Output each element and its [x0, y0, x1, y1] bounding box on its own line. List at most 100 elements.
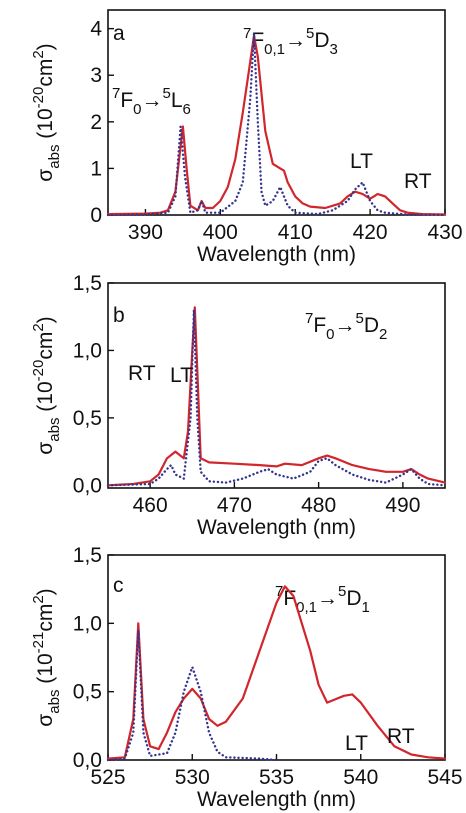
plot-frame — [107, 282, 446, 489]
panel-label: c — [113, 574, 124, 597]
text-segment: D — [314, 29, 329, 52]
y-axis-label: σabs (10-20cm2) — [30, 43, 63, 181]
text-segment: 5 — [306, 25, 314, 42]
transition-annotation: 7F0→5D2 — [305, 310, 387, 343]
transition-annotation: 7F0,1→5D1 — [275, 583, 370, 616]
y-tick-label: 0,5 — [73, 681, 102, 704]
x-axis-label: Wavelength (nm) — [197, 788, 356, 811]
text-segment: -21 — [30, 632, 47, 654]
panel-label: a — [113, 22, 125, 45]
transition-annotation: 7F0,1→5D3 — [243, 25, 338, 58]
x-tick-label: 490 — [385, 494, 420, 517]
series-label: RT — [387, 725, 415, 748]
y-tick-label: 1,5 — [73, 544, 102, 567]
y-axis-label: σabs (10-21cm2) — [30, 588, 63, 726]
text-segment: F — [313, 314, 326, 337]
y-tick-label: 4 — [90, 18, 102, 41]
series-label: LT — [350, 150, 373, 173]
text-segment: cm — [34, 332, 57, 360]
plot-frame — [107, 9, 446, 216]
text-segment: 3 — [330, 41, 338, 58]
y-tick-label: 0 — [90, 204, 102, 227]
y-tick-label: 1 — [90, 157, 102, 180]
text-segment: 0,1 — [264, 41, 285, 58]
text-segment: abs — [46, 690, 63, 714]
text-segment: 7 — [275, 583, 283, 600]
spectrum-line — [106, 306, 447, 487]
text-segment: 5 — [356, 310, 364, 327]
text-segment: 7 — [243, 25, 251, 42]
series-label: LT — [170, 364, 193, 387]
spectrum-line — [106, 308, 447, 487]
text-segment: 2 — [379, 326, 387, 343]
text-segment: ) — [34, 588, 57, 595]
spectrum-line — [106, 34, 447, 216]
text-segment: σ — [34, 442, 57, 455]
text-segment: (10 — [34, 108, 57, 144]
text-segment: D — [346, 587, 361, 610]
x-tick-label: 410 — [278, 221, 313, 244]
text-segment: (10 — [34, 381, 57, 417]
y-tick-label: 1,0 — [73, 339, 102, 362]
y-tick-label: 0,0 — [73, 749, 102, 772]
text-segment: 0 — [133, 101, 141, 118]
text-segment: -20 — [30, 360, 47, 382]
text-segment: 1 — [362, 599, 370, 616]
x-tick-label: 420 — [353, 221, 388, 244]
text-segment: 5 — [163, 85, 171, 102]
text-segment: F — [283, 587, 296, 610]
text-segment: cm — [34, 604, 57, 632]
text-segment: 0,1 — [296, 599, 317, 616]
x-tick-label: 470 — [217, 494, 252, 517]
text-segment: ) — [34, 43, 57, 50]
transition-annotation: 7F0→5L6 — [112, 85, 191, 118]
x-axis-label: Wavelength (nm) — [197, 243, 356, 266]
text-segment: 7 — [112, 85, 120, 102]
x-tick-label: 535 — [259, 766, 294, 789]
x-tick-label: 525 — [90, 766, 125, 789]
spectrum-line — [106, 32, 447, 217]
x-axis-label: Wavelength (nm) — [197, 516, 356, 539]
text-segment: abs — [46, 145, 63, 169]
series-label: RT — [128, 362, 156, 385]
text-segment: D — [364, 314, 379, 337]
text-segment: 6 — [183, 101, 191, 118]
text-segment: → — [142, 89, 163, 112]
x-tick-label: 540 — [343, 766, 378, 789]
text-segment: 2 — [30, 595, 47, 603]
text-segment: ) — [34, 316, 57, 323]
text-segment: L — [171, 89, 183, 112]
spectrum-line — [106, 585, 447, 760]
text-segment: → — [335, 314, 356, 337]
text-segment: 7 — [305, 310, 313, 327]
text-segment: 2 — [30, 50, 47, 58]
x-tick-label: 545 — [427, 766, 462, 789]
text-segment: 2 — [30, 323, 47, 331]
text-segment: 5 — [338, 583, 346, 600]
text-segment: F — [120, 89, 133, 112]
text-segment: 0 — [326, 326, 334, 343]
y-tick-label: 2 — [90, 111, 102, 134]
text-segment: abs — [46, 418, 63, 442]
text-segment: → — [285, 29, 306, 52]
text-segment: σ — [34, 714, 57, 727]
x-tick-label: 530 — [175, 766, 210, 789]
series-label: RT — [404, 170, 432, 193]
y-tick-label: 0,5 — [73, 407, 102, 430]
y-tick-label: 3 — [90, 64, 102, 87]
text-segment: (10 — [34, 653, 57, 689]
y-axis-label: σabs (10-20cm2) — [30, 316, 63, 454]
text-segment: cm — [34, 59, 57, 87]
spectrum-line — [106, 629, 278, 762]
x-tick-label: 480 — [301, 494, 336, 517]
x-tick-label: 390 — [128, 221, 163, 244]
text-segment: σ — [34, 169, 57, 182]
x-tick-label: 430 — [427, 221, 462, 244]
text-segment: → — [317, 587, 338, 610]
y-tick-label: 1,0 — [73, 612, 102, 635]
text-segment: -20 — [30, 87, 47, 109]
x-tick-label: 400 — [203, 221, 238, 244]
y-tick-label: 1,5 — [73, 272, 102, 295]
series-label: LT — [345, 732, 368, 755]
